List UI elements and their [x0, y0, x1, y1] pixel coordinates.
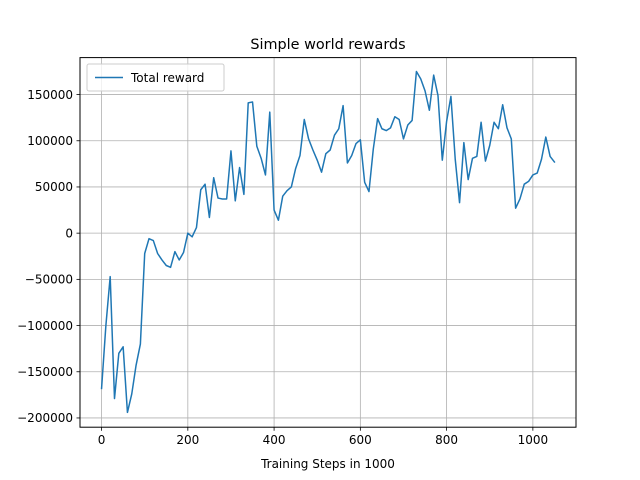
x-tick-label: 0 [98, 433, 106, 447]
series-layer [100, 70, 556, 414]
x-tick-label: 400 [263, 433, 286, 447]
y-tick-label: −50000 [25, 273, 73, 287]
series-line-total-reward [100, 70, 556, 414]
chart-title: Simple world rewards [250, 37, 405, 53]
plot-frame [79, 57, 577, 428]
x-axis-label: Training Steps in 1000 [260, 457, 395, 471]
y-tick-label: 50000 [35, 180, 73, 194]
y-tick-label: −100000 [17, 319, 73, 333]
y-tick-label: −150000 [17, 365, 73, 379]
grid [80, 57, 576, 428]
legend-frame [86, 63, 225, 92]
legend-label: Total reward [130, 71, 204, 85]
x-tick-label: 200 [176, 433, 199, 447]
axis-ticks: 0 200 400 600 800 1000 −200000 −150000 −100000 −5… [17, 88, 548, 447]
legend: Total reward [86, 63, 225, 92]
y-tick-label: 150000 [27, 88, 73, 102]
y-tick-label: −200000 [17, 411, 73, 425]
x-tick-label: 800 [435, 433, 458, 447]
x-tick-label: 1000 [518, 433, 549, 447]
y-tick-label: 100000 [27, 134, 73, 148]
y-tick-label: 0 [65, 226, 73, 240]
x-tick-label: 600 [349, 433, 372, 447]
